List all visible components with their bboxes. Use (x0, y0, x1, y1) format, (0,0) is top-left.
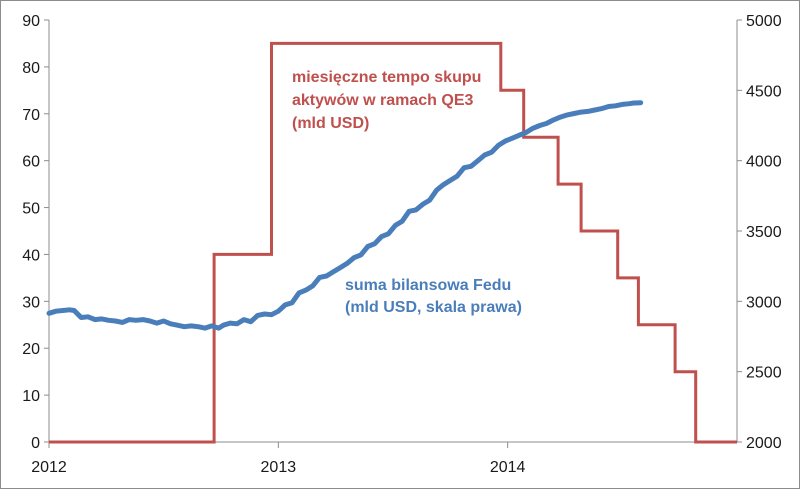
x-axis: 2012 2013 2014 (31, 441, 737, 476)
right-tick-label: 3500 (746, 224, 782, 241)
qe3-purchase-pace-line (49, 41, 737, 444)
x-tick-label: 2013 (261, 459, 297, 476)
left-tick-label: 10 (22, 388, 40, 405)
right-axis-ticks: 2000 2500 3000 3500 4000 4500 5000 (737, 13, 782, 452)
left-tick-label: 0 (31, 435, 40, 452)
right-tick-label: 2000 (746, 435, 782, 452)
qe3-label-line-3: (mld USD) (292, 115, 369, 132)
x-tick-label: 2012 (31, 459, 67, 476)
left-tick-label: 90 (22, 13, 40, 30)
left-tick-label: 20 (22, 341, 40, 358)
left-tick-label: 80 (22, 60, 40, 77)
right-tick-label: 4000 (746, 154, 782, 171)
left-tick-label: 60 (22, 154, 40, 171)
left-tick-label: 40 (22, 247, 40, 264)
qe3-label-line-1: miesięczne tempo skupu (292, 69, 481, 86)
x-axis-ticks: 2012 2013 2014 (31, 442, 526, 476)
fed-series-label: suma bilansowa Fedu (mld USD, skala praw… (345, 277, 522, 316)
right-tick-label: 3000 (746, 294, 782, 311)
qe3-label-line-2: aktywów w ramach QE3 (292, 92, 474, 109)
right-tick-label: 5000 (746, 13, 782, 30)
left-axis: 0 10 20 30 40 50 60 70 80 90 (22, 13, 50, 452)
left-tick-label: 50 (22, 201, 40, 218)
fed-balance-sheet-line (46, 100, 644, 331)
right-tick-label: 4500 (746, 83, 782, 100)
right-axis: 2000 2500 3000 3500 4000 4500 5000 (736, 13, 782, 452)
left-tick-label: 70 (22, 107, 40, 124)
x-tick-label: 2014 (490, 459, 526, 476)
left-axis-ticks: 0 10 20 30 40 50 60 70 80 90 (22, 13, 49, 452)
qe3-series-label: miesięczne tempo skupu aktywów w ramach … (292, 69, 486, 132)
fed-label-line-2: (mld USD, skala prawa) (345, 299, 522, 316)
fed-label-line-1: suma bilansowa Fedu (345, 277, 511, 294)
right-tick-label: 2500 (746, 365, 782, 382)
left-tick-label: 30 (22, 294, 40, 311)
